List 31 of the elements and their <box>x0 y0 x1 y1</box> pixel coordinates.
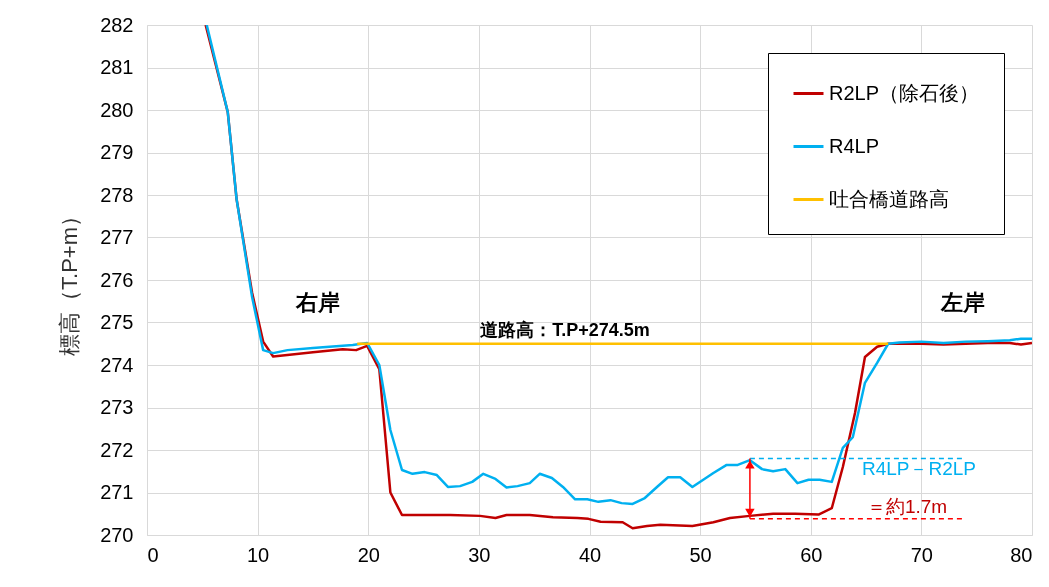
y-tick-label: 277 <box>100 226 134 248</box>
x-tick-label: 60 <box>800 543 823 566</box>
legend-label: R2LP（除石後） <box>829 81 980 104</box>
y-tick-label: 276 <box>100 268 134 291</box>
y-tick-label: 273 <box>100 396 134 418</box>
legend-label: 吐合橋道路高 <box>829 187 949 210</box>
annotation: 右岸 <box>295 290 340 315</box>
annotation: R4LP－R2LP <box>861 457 976 479</box>
x-tick-label: 70 <box>910 543 933 566</box>
y-tick-label: 271 <box>100 481 134 503</box>
x-tick-label: 10 <box>247 543 270 566</box>
annotation: 左岸 <box>940 290 985 315</box>
y-tick-label: 270 <box>100 523 134 546</box>
y-tick-label: 274 <box>100 353 134 376</box>
y-tick-label: 275 <box>100 311 134 333</box>
y-tick-label: 272 <box>100 438 134 461</box>
legend-label: R4LP <box>829 134 880 157</box>
annotation: ＝約1.7m <box>866 495 948 517</box>
x-tick-label: 80 <box>1010 543 1033 566</box>
annotation: 道路高：T.P+274.5m <box>480 320 650 340</box>
y-axis-title: 標高（T.P+m） <box>57 205 83 356</box>
y-tick-label: 281 <box>100 56 134 78</box>
x-tick-label: 20 <box>357 543 380 566</box>
x-tick-label: 50 <box>689 543 712 566</box>
x-tick-label: 40 <box>578 543 602 566</box>
x-tick-label: 0 <box>147 543 159 566</box>
x-tick-label: 30 <box>468 543 491 566</box>
y-tick-label: 282 <box>100 13 134 36</box>
y-tick-label: 278 <box>100 183 134 206</box>
y-tick-label: 279 <box>100 141 134 163</box>
y-tick-label: 280 <box>100 98 134 121</box>
